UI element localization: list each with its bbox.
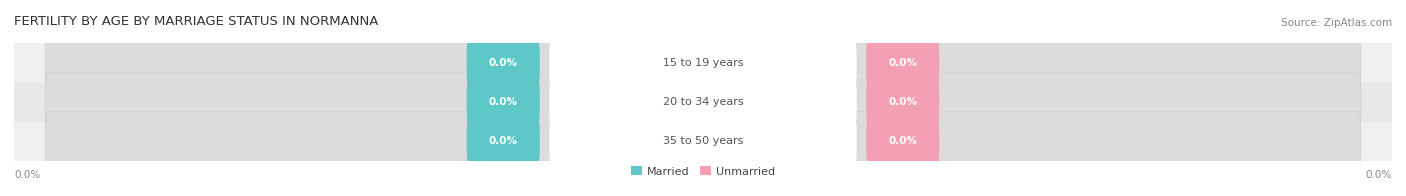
FancyBboxPatch shape [866,119,939,163]
FancyBboxPatch shape [45,33,1361,93]
Text: 0.0%: 0.0% [489,58,517,68]
Bar [14,43,1392,82]
FancyBboxPatch shape [45,111,1361,171]
Text: Source: ZipAtlas.com: Source: ZipAtlas.com [1281,18,1392,28]
FancyBboxPatch shape [550,80,856,124]
FancyBboxPatch shape [866,80,939,124]
Text: 0.0%: 0.0% [1365,170,1392,180]
Text: 15 to 19 years: 15 to 19 years [662,58,744,68]
FancyBboxPatch shape [467,119,540,163]
Text: 0.0%: 0.0% [14,170,41,180]
FancyBboxPatch shape [467,80,540,124]
Text: 0.0%: 0.0% [889,97,917,107]
Bar [14,82,1392,122]
Text: 0.0%: 0.0% [889,58,917,68]
FancyBboxPatch shape [550,119,856,163]
FancyBboxPatch shape [45,72,1361,132]
FancyBboxPatch shape [866,41,939,85]
Text: 35 to 50 years: 35 to 50 years [662,136,744,146]
FancyBboxPatch shape [550,41,856,85]
Text: 0.0%: 0.0% [889,136,917,146]
Text: 20 to 34 years: 20 to 34 years [662,97,744,107]
FancyBboxPatch shape [467,41,540,85]
Text: FERTILITY BY AGE BY MARRIAGE STATUS IN NORMANNA: FERTILITY BY AGE BY MARRIAGE STATUS IN N… [14,15,378,28]
Text: 0.0%: 0.0% [489,136,517,146]
Text: 0.0%: 0.0% [489,97,517,107]
Bar [14,122,1392,161]
Legend: Married, Unmarried: Married, Unmarried [627,162,779,181]
